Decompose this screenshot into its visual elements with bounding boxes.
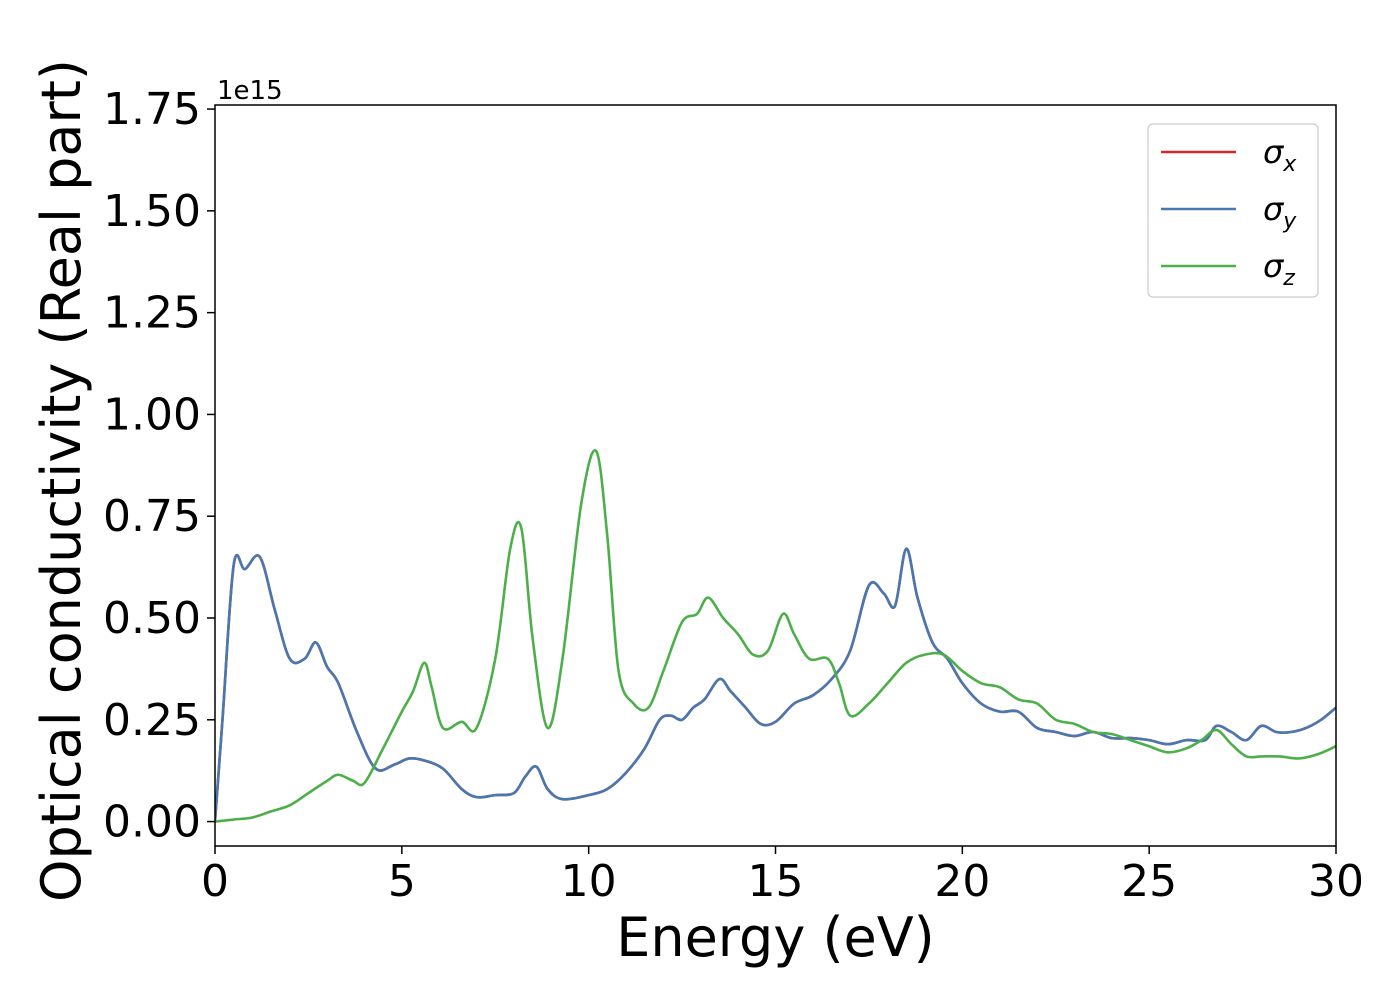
legend: σx σy σz [1147, 123, 1319, 298]
x-tick-label: 10 [561, 856, 617, 907]
y-tick-label: 0.25 [103, 695, 201, 746]
legend-box [1147, 123, 1319, 298]
x-tick-label: 25 [1121, 856, 1177, 907]
series-line-x [215, 547, 1336, 823]
y-tick-label: 1.75 [103, 84, 201, 135]
series-line-y [215, 547, 1336, 823]
legend-label-z: σz [1263, 247, 1295, 291]
series-layer [215, 449, 1336, 823]
x-axis-title: Energy (eV) [616, 906, 935, 969]
x-tick-label: 20 [934, 856, 990, 907]
x-tick-label: 0 [201, 856, 229, 907]
x-tick-label: 15 [748, 856, 804, 907]
y-tick-label: 0.75 [103, 491, 201, 542]
y-tick-label: 1.00 [103, 389, 201, 440]
y-tick-label: 0.00 [103, 797, 201, 848]
x-tick-label: 5 [388, 856, 416, 907]
y-tick-label: 1.50 [103, 186, 201, 237]
y-tick-label: 1.25 [103, 288, 201, 339]
ticks-layer: 0 5 10 15 20 25 30 0.00 0.25 0.50 0.75 1.00 1.25 1.50… [103, 84, 1364, 907]
x-tick-label: 30 [1308, 856, 1364, 907]
y-offset-text: 1e15 [217, 76, 283, 106]
y-tick-label: 0.50 [103, 593, 201, 644]
legend-label-x: σx [1263, 133, 1297, 177]
series-line-z [215, 449, 1336, 823]
y-axis-title: Optical conductivity (Real part) [30, 59, 93, 902]
legend-label-y: σy [1263, 190, 1297, 234]
